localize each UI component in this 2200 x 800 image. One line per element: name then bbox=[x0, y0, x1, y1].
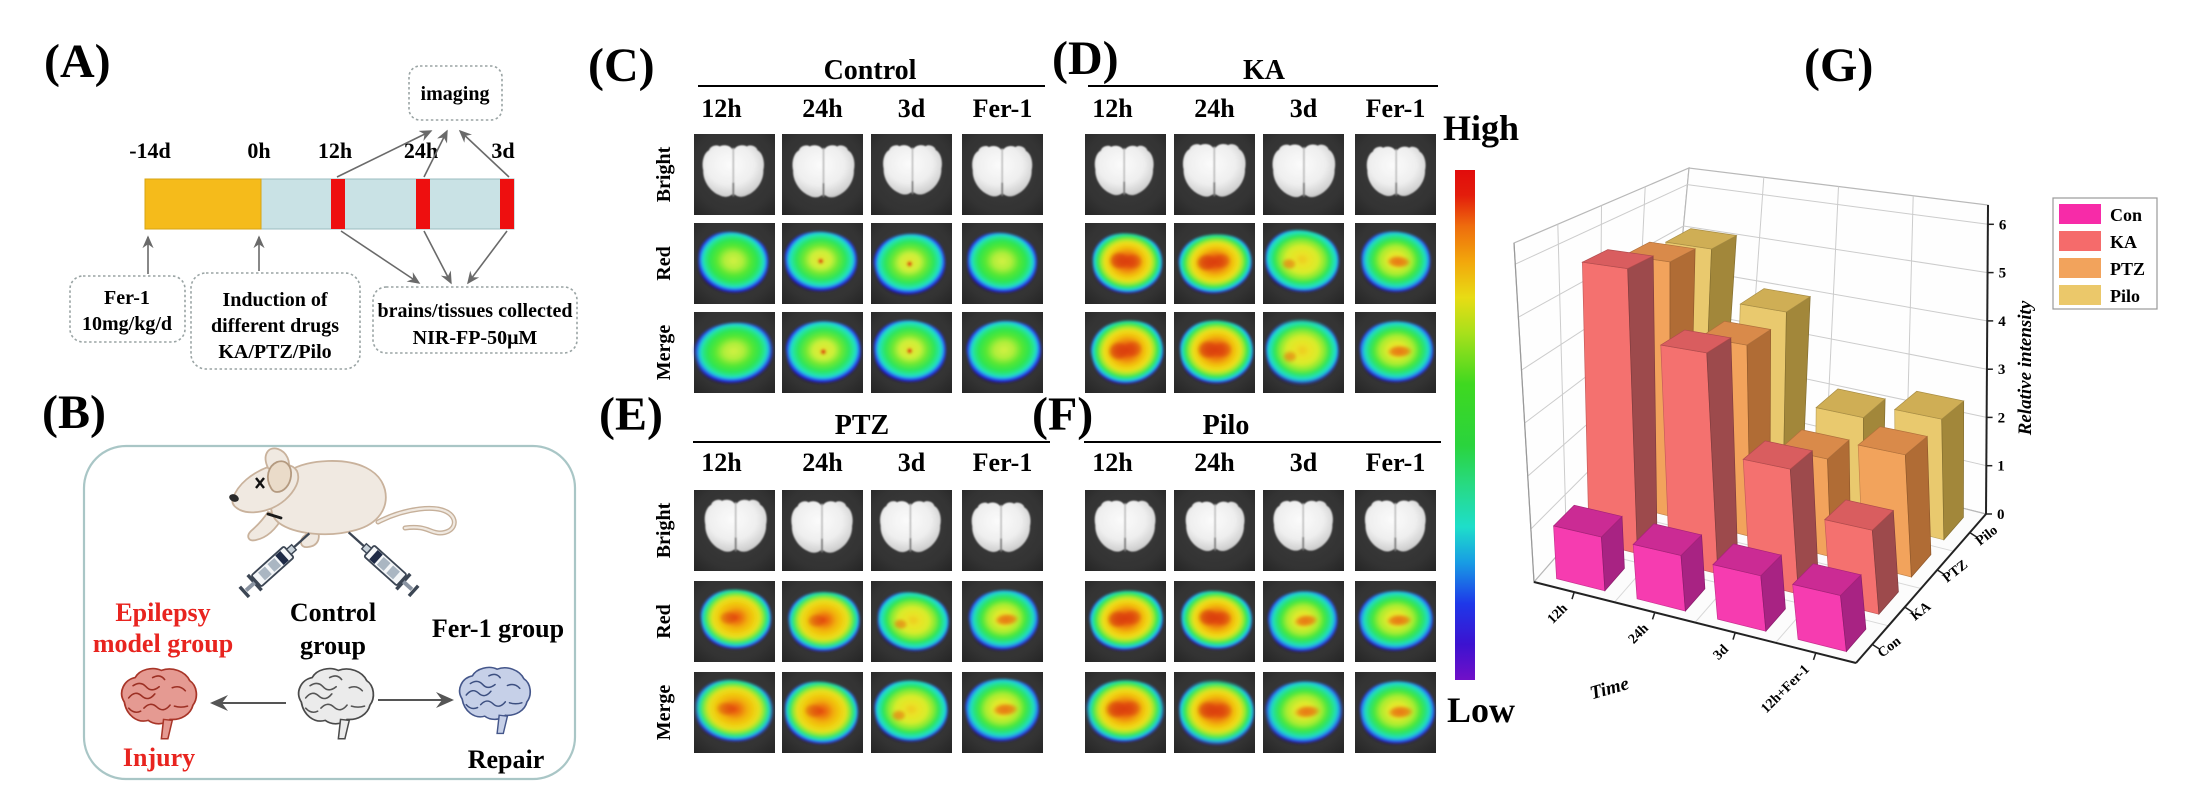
svg-text:Epilepsy: Epilepsy bbox=[115, 598, 210, 627]
svg-text:Bright: Bright bbox=[653, 502, 675, 558]
svg-text:different drugs: different drugs bbox=[211, 315, 339, 337]
svg-text:brains/tissues collected: brains/tissues collected bbox=[378, 300, 573, 322]
svg-text:Control: Control bbox=[824, 55, 917, 86]
svg-text:Fer-1: Fer-1 bbox=[1366, 448, 1426, 477]
svg-text:Con: Con bbox=[2110, 205, 2142, 225]
svg-text:Induction of: Induction of bbox=[222, 289, 327, 311]
svg-text:4: 4 bbox=[1998, 314, 2006, 330]
svg-text:(B): (B) bbox=[42, 386, 106, 439]
svg-text:PTZ: PTZ bbox=[835, 410, 889, 441]
svg-text:PTZ: PTZ bbox=[2110, 259, 2145, 279]
svg-text:12h: 12h bbox=[1092, 94, 1133, 123]
svg-text:10mg/kg/d: 10mg/kg/d bbox=[82, 313, 172, 335]
svg-text:1: 1 bbox=[1997, 459, 2005, 475]
svg-text:24h: 24h bbox=[802, 448, 843, 477]
svg-text:Pilo: Pilo bbox=[1203, 410, 1250, 441]
svg-text:Con: Con bbox=[1875, 634, 1904, 661]
svg-text:Injury: Injury bbox=[123, 743, 195, 772]
svg-text:-14d: -14d bbox=[129, 138, 171, 163]
svg-text:Fer-1: Fer-1 bbox=[1366, 94, 1426, 123]
svg-text:Low: Low bbox=[1447, 690, 1515, 730]
svg-text:group: group bbox=[300, 631, 366, 660]
svg-text:5: 5 bbox=[1999, 266, 2007, 282]
svg-text:(C): (C) bbox=[588, 39, 655, 92]
svg-text:24h: 24h bbox=[802, 94, 843, 123]
svg-text:KA: KA bbox=[1908, 599, 1934, 624]
svg-text:model group: model group bbox=[93, 629, 233, 658]
svg-text:(F): (F) bbox=[1032, 388, 1093, 441]
svg-text:Control: Control bbox=[290, 598, 376, 627]
svg-text:Merge: Merge bbox=[653, 685, 675, 741]
svg-text:(A): (A) bbox=[44, 35, 111, 88]
svg-text:12h: 12h bbox=[318, 138, 352, 163]
svg-text:Repair: Repair bbox=[468, 745, 545, 774]
svg-text:3d: 3d bbox=[1290, 94, 1318, 123]
svg-text:(G): (G) bbox=[1804, 39, 1873, 92]
svg-text:24h: 24h bbox=[1626, 621, 1652, 647]
svg-text:12h: 12h bbox=[701, 448, 742, 477]
svg-text:3d: 3d bbox=[1290, 448, 1318, 477]
svg-text:KA: KA bbox=[1243, 55, 1286, 86]
svg-text:2: 2 bbox=[1998, 410, 2006, 426]
svg-text:Pilo: Pilo bbox=[2110, 286, 2140, 306]
svg-text:0h: 0h bbox=[247, 138, 270, 163]
svg-text:(E): (E) bbox=[599, 388, 663, 441]
svg-text:Fer-1: Fer-1 bbox=[973, 94, 1033, 123]
svg-text:0: 0 bbox=[1997, 507, 2005, 523]
svg-text:Merge: Merge bbox=[653, 325, 675, 381]
svg-text:Bright: Bright bbox=[653, 146, 675, 202]
svg-text:Pilo: Pilo bbox=[1973, 523, 2001, 549]
svg-text:12h: 12h bbox=[1092, 448, 1133, 477]
svg-text:(D): (D) bbox=[1052, 32, 1119, 85]
svg-text:3d: 3d bbox=[491, 138, 514, 163]
svg-text:3d: 3d bbox=[1711, 642, 1732, 663]
svg-text:NIR-FP-50μM: NIR-FP-50μM bbox=[413, 327, 538, 349]
svg-text:Red: Red bbox=[653, 246, 675, 280]
svg-text:12h: 12h bbox=[701, 94, 742, 123]
svg-text:KA/PTZ/Pilo: KA/PTZ/Pilo bbox=[218, 341, 331, 363]
svg-text:imaging: imaging bbox=[421, 83, 490, 105]
svg-text:24h: 24h bbox=[1194, 94, 1235, 123]
svg-text:6: 6 bbox=[1999, 217, 2007, 233]
svg-text:3d: 3d bbox=[898, 94, 926, 123]
svg-text:12h+Fer-1: 12h+Fer-1 bbox=[1758, 662, 1812, 716]
svg-text:Fer-1: Fer-1 bbox=[104, 287, 150, 309]
svg-text:Time: Time bbox=[1588, 673, 1632, 704]
svg-text:12h: 12h bbox=[1545, 601, 1571, 627]
svg-text:3: 3 bbox=[1998, 362, 2006, 378]
svg-text:Fer-1: Fer-1 bbox=[973, 448, 1033, 477]
svg-text:Fer-1 group: Fer-1 group bbox=[432, 614, 564, 643]
svg-text:Red: Red bbox=[653, 604, 675, 638]
svg-text:High: High bbox=[1443, 108, 1519, 148]
svg-text:KA: KA bbox=[2110, 232, 2137, 252]
svg-text:3d: 3d bbox=[898, 448, 926, 477]
svg-text:24h: 24h bbox=[1194, 448, 1235, 477]
svg-text:Relative intensity: Relative intensity bbox=[2015, 300, 2036, 436]
